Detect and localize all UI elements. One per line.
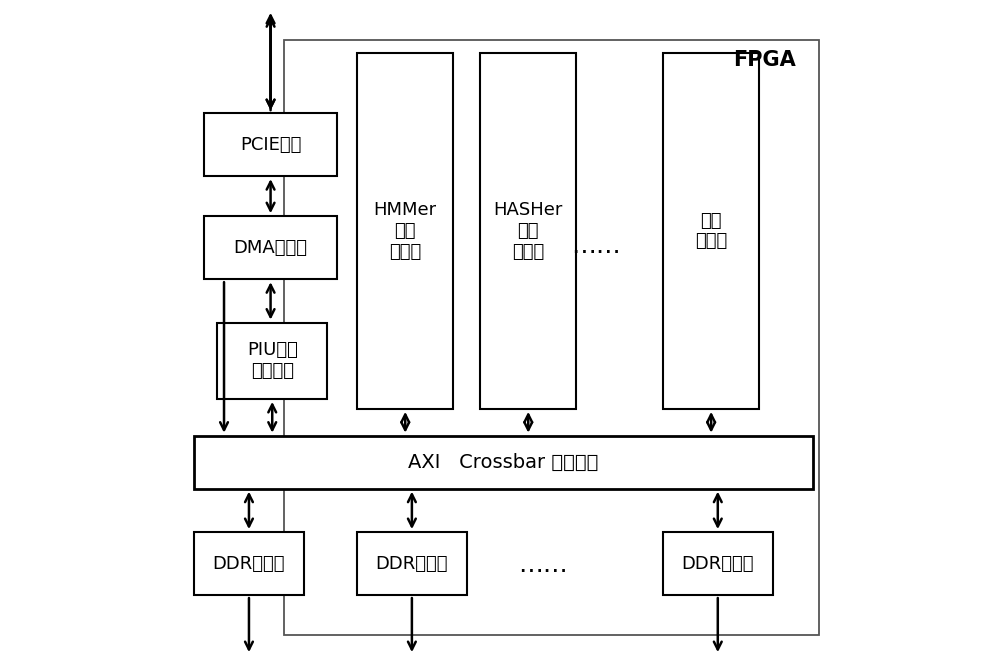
Text: ……: …… [518, 553, 568, 577]
Text: HASHer
哈希
加速器: HASHer 哈希 加速器 [494, 201, 563, 261]
Bar [284, 40, 819, 635]
Text: 其它
加速器: 其它 加速器 [695, 211, 727, 251]
Bar [357, 53, 453, 409]
Text: PCIE接口: PCIE接口 [240, 136, 301, 154]
Text: PIU外围
接口部件: PIU外围 接口部件 [247, 341, 298, 380]
Bar [204, 216, 337, 279]
Bar [480, 53, 576, 409]
Text: HMMer
隐马
加速器: HMMer 隐马 加速器 [374, 201, 437, 261]
Bar [194, 532, 304, 595]
Bar [204, 113, 337, 176]
Text: ……: …… [572, 234, 621, 258]
Text: FPGA: FPGA [733, 50, 796, 70]
Text: DDR控制器: DDR控制器 [682, 555, 754, 573]
Text: DDR控制器: DDR控制器 [376, 555, 448, 573]
Text: DDR控制器: DDR控制器 [213, 555, 285, 573]
Bar [663, 53, 759, 409]
Bar [357, 532, 467, 595]
Bar [217, 323, 327, 399]
Text: DMA控制器: DMA控制器 [234, 239, 308, 257]
Text: AXI   Crossbar 交叉开关: AXI Crossbar 交叉开关 [408, 453, 599, 471]
Bar [194, 436, 813, 489]
Bar [663, 532, 773, 595]
